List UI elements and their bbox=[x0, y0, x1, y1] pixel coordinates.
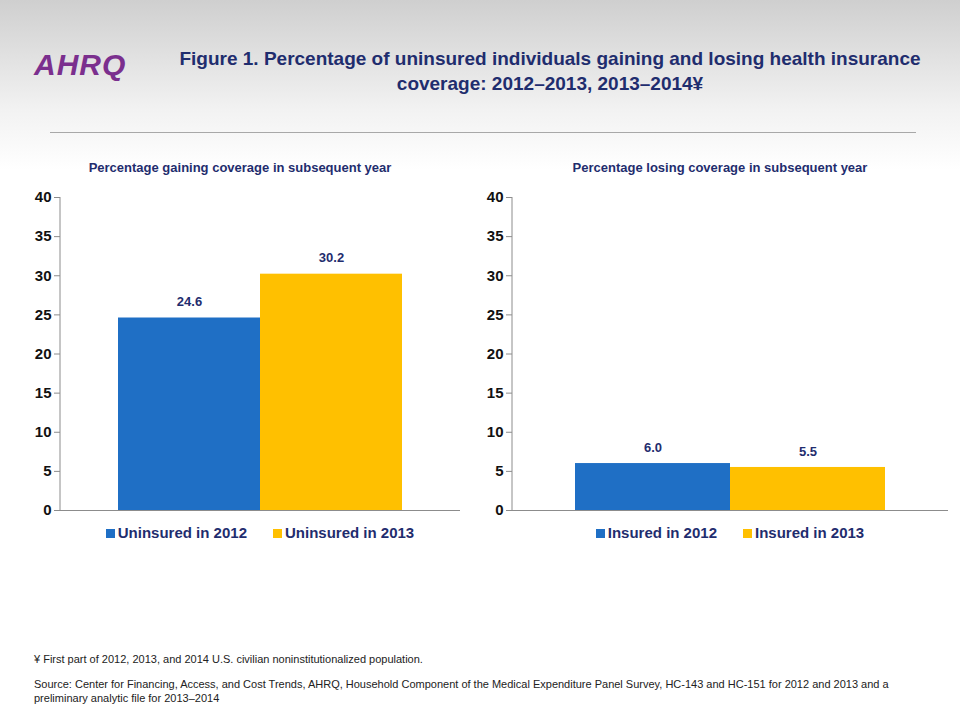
html-text:Percentage gaining coverage in: Percentage gaining coverage in subsequen… bbox=[88, 160, 392, 175]
svg-text:40: 40 bbox=[35, 188, 52, 205]
html-text:Uninsured in 2013: Uninsured in 2013 bbox=[285, 524, 415, 541]
html-text:Source: Center for Financing,: Source: Center for Financing, Access, an… bbox=[34, 678, 889, 704]
svg-text:25: 25 bbox=[35, 306, 52, 323]
svg-text:0: 0 bbox=[43, 501, 51, 518]
html-text:Uninsured in 2012: Uninsured in 2012 bbox=[117, 524, 247, 541]
html-text:Percentage losing coverage in: Percentage losing coverage in subsequent… bbox=[572, 160, 868, 175]
svg-text:40: 40 bbox=[487, 188, 504, 205]
svg-text:35: 35 bbox=[35, 227, 52, 244]
html-text:Insured in 2012: Insured in 2012 bbox=[607, 524, 717, 541]
svg-text:25: 25 bbox=[487, 306, 504, 323]
svg-text:24.6: 24.6 bbox=[177, 294, 202, 309]
svg-text:10: 10 bbox=[35, 423, 52, 440]
svg-text:20: 20 bbox=[487, 345, 504, 362]
html-text:Insured in 2013: Insured in 2013 bbox=[755, 524, 865, 541]
svg-text:30: 30 bbox=[487, 267, 504, 284]
svg-text:10: 10 bbox=[487, 423, 504, 440]
svg-text:20: 20 bbox=[35, 345, 52, 362]
svg-text:5: 5 bbox=[43, 462, 51, 479]
svg-text:15: 15 bbox=[35, 384, 52, 401]
svg-text:30.2: 30.2 bbox=[319, 250, 344, 265]
html-text:¥ First part of 2012, 2013, an: ¥ First part of 2012, 2013, and 2014 U.S… bbox=[34, 653, 423, 665]
svg-text:6.0: 6.0 bbox=[644, 440, 662, 455]
svg-text:35: 35 bbox=[487, 227, 504, 244]
svg-text:5.5: 5.5 bbox=[799, 444, 817, 459]
svg-text:15: 15 bbox=[487, 384, 504, 401]
svg-text:5: 5 bbox=[495, 462, 503, 479]
html-text:AHRQ: AHRQ bbox=[34, 48, 127, 81]
svg-text:30: 30 bbox=[35, 267, 52, 284]
html-text:Figure 1. Percentage of uninsu: Figure 1. Percentage of uninsured indivi… bbox=[179, 48, 921, 94]
svg-text:0: 0 bbox=[495, 501, 503, 518]
